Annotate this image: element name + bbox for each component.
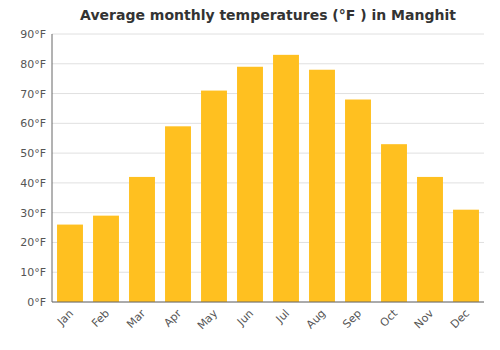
- bar: [345, 100, 371, 302]
- bar: [93, 216, 119, 302]
- y-tick-label: 20°F: [20, 236, 46, 249]
- x-axis-labels: Jan Feb Mar Apr May Jun Jul Aug Sep Oct Nov Dec: [54, 306, 472, 332]
- grid-line: [52, 93, 484, 94]
- x-tick-label: Feb: [89, 307, 112, 330]
- bars: [57, 55, 479, 302]
- y-tick-label: 10°F: [20, 266, 46, 279]
- bar: [309, 70, 335, 302]
- grid-line: [52, 153, 484, 154]
- grid-line: [52, 34, 484, 35]
- title: Average monthly temperatures (°F ) in Ma…: [80, 7, 456, 23]
- chart-container: Average monthly temperatures (°F ) in Ma…: [0, 0, 500, 350]
- grid-line: [52, 63, 484, 64]
- y-tick-label: 30°F: [20, 207, 46, 220]
- y-tick-label: 50°F: [20, 147, 46, 160]
- bar: [237, 67, 263, 302]
- chart: Average monthly temperatures (°F ) in Ma…: [0, 0, 500, 350]
- bar: [201, 91, 227, 302]
- y-tick-label: 60°F: [20, 117, 46, 130]
- x-tick-label: Jan: [54, 307, 76, 329]
- y-tick-label: 90°F: [20, 28, 46, 41]
- x-tick-label: May: [195, 307, 221, 333]
- bar: [129, 177, 155, 302]
- x-tick-label: Apr: [161, 307, 184, 330]
- x-tick-label: Jul: [273, 307, 292, 326]
- x-tick-label: Jun: [234, 307, 256, 329]
- y-tick-label: 0°F: [27, 296, 46, 309]
- bar: [273, 55, 299, 302]
- grid-line: [52, 123, 484, 124]
- y-tick-label: 40°F: [20, 177, 46, 190]
- bar: [381, 144, 407, 302]
- y-axis-labels: 0°F 10°F 20°F 30°F 40°F 50°F 60°F 70°F 80°F 90°F: [20, 28, 46, 309]
- grid-line: [52, 302, 484, 303]
- x-tick-label: Oct: [377, 306, 400, 329]
- bar: [417, 177, 443, 302]
- x-tick-label: Aug: [304, 307, 328, 331]
- bar: [165, 126, 191, 302]
- x-tick-label: Nov: [412, 307, 437, 332]
- bar: [57, 225, 83, 302]
- x-tick-label: Dec: [448, 307, 472, 331]
- grid: [52, 34, 484, 302]
- y-tick-label: 80°F: [20, 58, 46, 71]
- x-axis-line: [52, 302, 484, 303]
- bar: [453, 210, 479, 302]
- x-tick-label: Sep: [340, 307, 364, 331]
- y-tick-label: 70°F: [20, 88, 46, 101]
- y-axis-line: [52, 34, 53, 302]
- x-tick-label: Mar: [124, 307, 148, 331]
